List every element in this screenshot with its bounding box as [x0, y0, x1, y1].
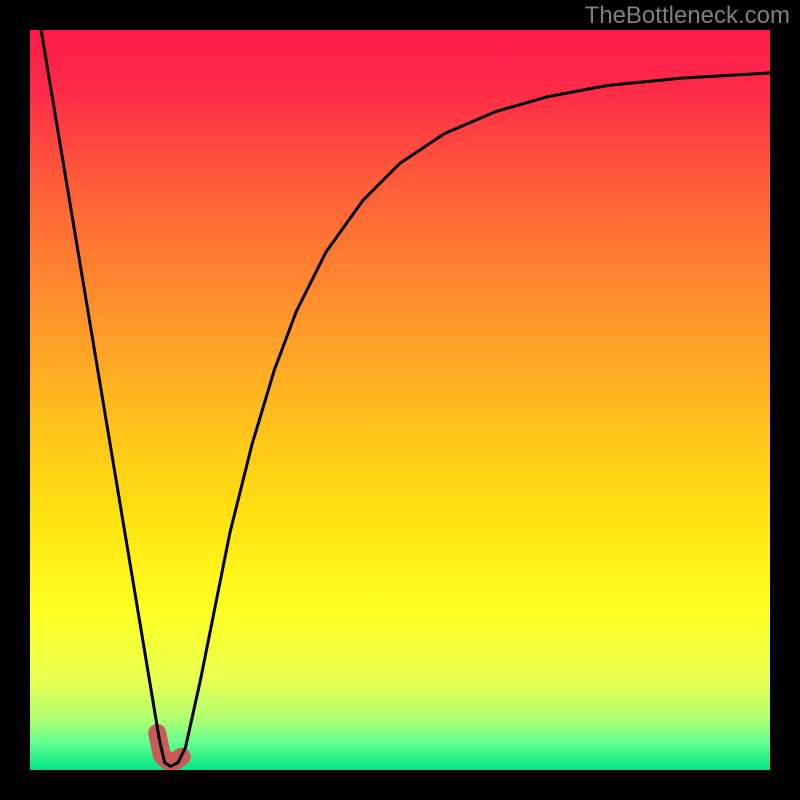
bottleneck-chart-svg: [0, 0, 800, 800]
chart-background-gradient: [30, 30, 770, 770]
watermark-text: TheBottleneck.com: [585, 2, 790, 30]
chart-container: TheBottleneck.com: [0, 0, 800, 800]
